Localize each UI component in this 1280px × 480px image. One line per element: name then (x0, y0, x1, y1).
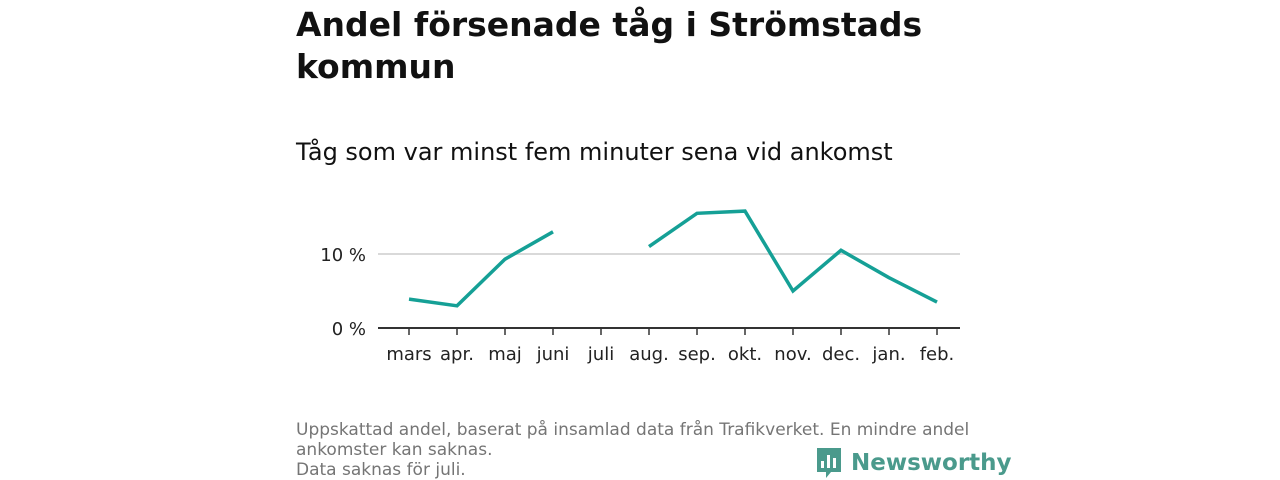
x-tick-label: apr. (440, 344, 474, 365)
chart-title: Andel försenade tåg i Strömstads kommun (296, 5, 923, 86)
footnote-source: Uppskattad andel, baserat på insamlad da… (296, 420, 970, 460)
x-tick-label: aug. (629, 344, 669, 365)
x-tick-label: juni (536, 344, 570, 365)
x-tick-label: mars (386, 344, 431, 365)
footnote: Uppskattad andel, baserat på insamlad da… (296, 420, 986, 480)
brand-name: Newsworthy (851, 450, 1012, 476)
x-tick-label: jan. (871, 344, 905, 365)
series-line (408, 230, 554, 308)
x-tick-label: juli (587, 344, 614, 365)
x-tick-label: sep. (678, 344, 716, 365)
x-tick-label: dec. (822, 344, 860, 365)
series-line (648, 209, 938, 304)
y-tick-label: 10 % (320, 245, 366, 266)
chart-subtitle: Tåg som var minst fem minuter sena vid a… (296, 138, 893, 166)
x-tick-label: okt. (728, 344, 762, 365)
newsworthy-logo-icon (817, 448, 841, 478)
y-tick-label: 0 % (332, 319, 366, 340)
x-tick-label: feb. (920, 344, 955, 365)
footnote-missing-data: Data saknas för juli. (296, 460, 466, 480)
x-tick-label: maj (488, 344, 522, 365)
x-tick-label: nov. (774, 344, 811, 365)
brand-logo: Newsworthy (815, 446, 1012, 480)
